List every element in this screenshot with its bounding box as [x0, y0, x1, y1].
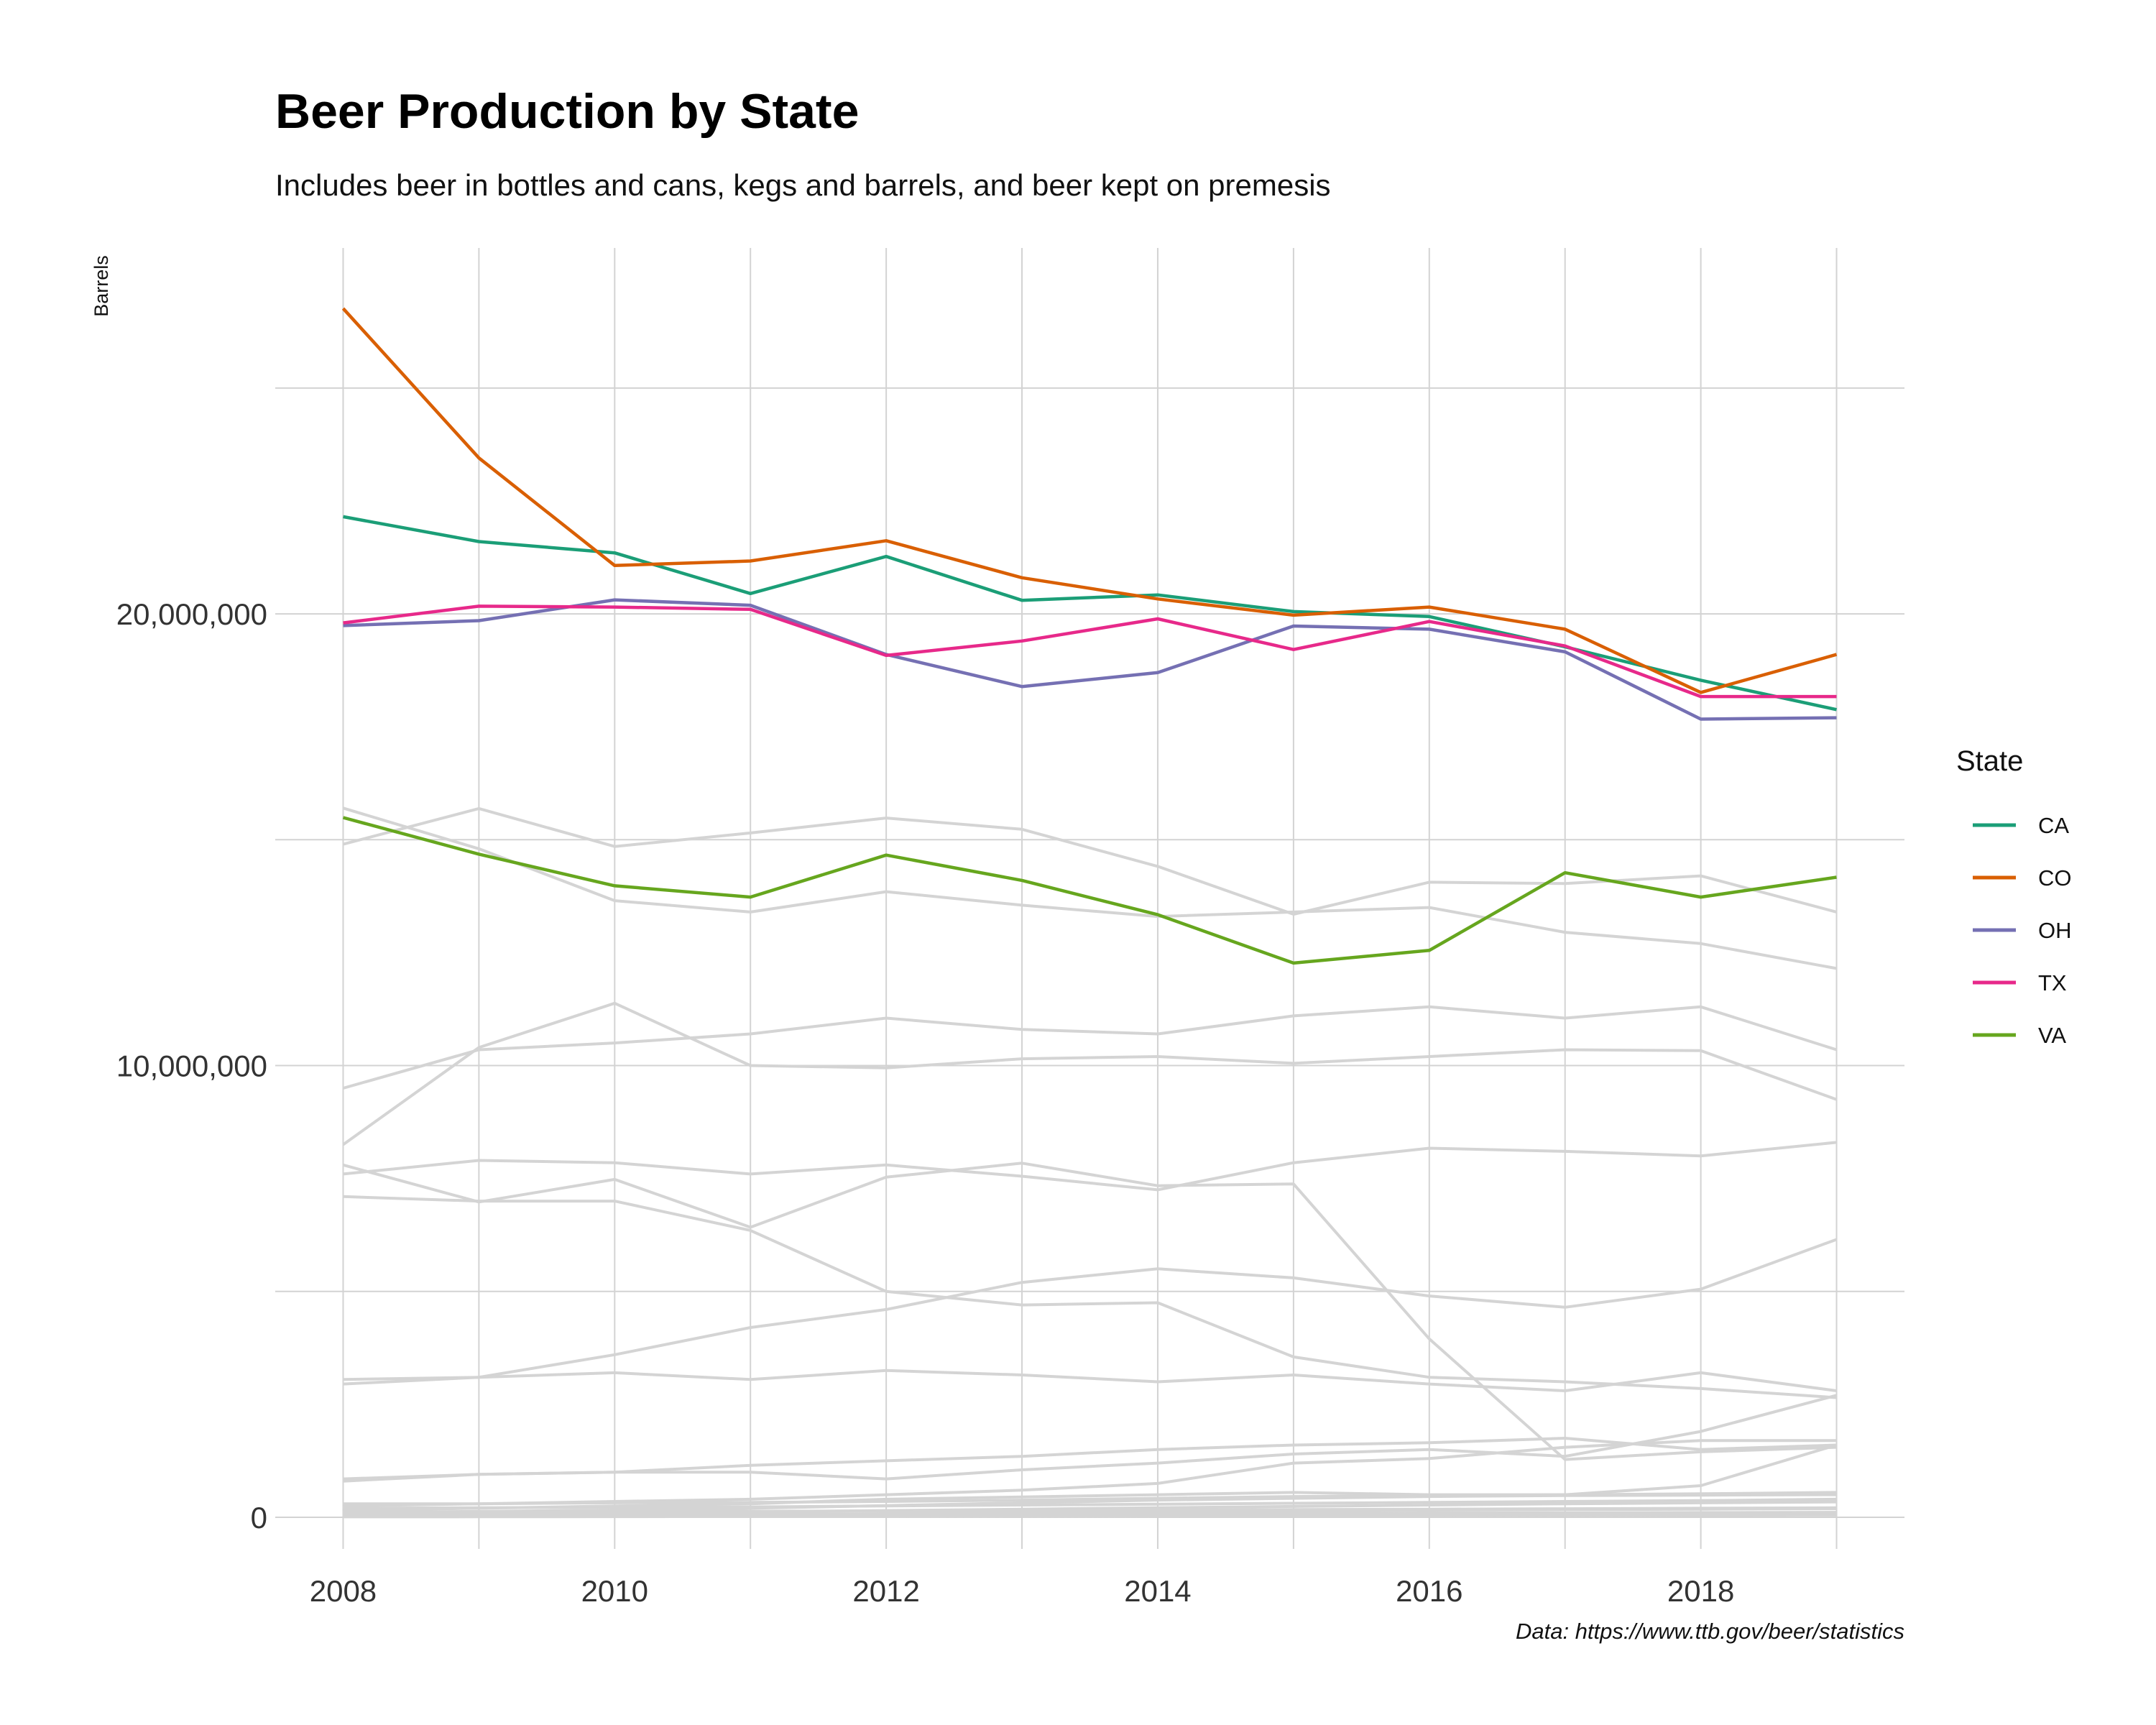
other-state-line [343, 1238, 1838, 1386]
series-line-va [342, 816, 1837, 965]
other-state-line [343, 1368, 1837, 1392]
other-states-lines [342, 806, 1838, 1519]
other-state-line [343, 1511, 1837, 1517]
y-axis-ticks: 0 10,000,000 20,000,000 [116, 597, 267, 1535]
other-state-line [343, 1497, 1837, 1510]
series-line-tx [343, 604, 1837, 699]
legend: State CA CO OH TX VA [1956, 745, 2072, 1048]
series-line-oh [343, 598, 1837, 721]
other-state-line [343, 1394, 1838, 1483]
chart-subtitle: Includes beer in bottles and cans, kegs … [275, 168, 1331, 202]
other-state-line [343, 1141, 1837, 1192]
series-line-co [341, 307, 1838, 694]
legend-label-tx: TX [2038, 970, 2067, 995]
x-tick-label: 2018 [1667, 1574, 1734, 1608]
y-tick-label: 20,000,000 [116, 597, 267, 631]
legend-label-oh: OH [2038, 918, 2072, 943]
y-axis-label: Barrels [91, 255, 112, 317]
legend-label-co: CO [2038, 865, 2072, 891]
series-line-ca [343, 515, 1837, 712]
other-state-line [342, 806, 1837, 970]
highlighted-series-lines [341, 307, 1838, 965]
x-tick-label: 2016 [1396, 1574, 1462, 1608]
x-tick-label: 2008 [310, 1574, 377, 1608]
other-state-line [343, 1195, 1837, 1399]
x-tick-label: 2010 [581, 1574, 648, 1608]
chart-caption: Data: https://www.ttb.gov/beer/statistic… [1516, 1619, 1904, 1644]
x-tick-label: 2014 [1124, 1574, 1191, 1608]
other-state-line [343, 1513, 1837, 1519]
other-state-line [342, 1005, 1838, 1090]
x-tick-label: 2012 [852, 1574, 919, 1608]
legend-title: State [1956, 745, 2023, 777]
y-tick-label: 10,000,000 [116, 1049, 267, 1083]
other-state-line [342, 1001, 1838, 1146]
other-state-line [342, 806, 1838, 916]
other-state-line [343, 1437, 1837, 1481]
other-state-line [342, 1162, 1837, 1461]
x-axis-ticks: 2008 2010 2012 2014 2016 2018 [310, 1574, 1735, 1608]
y-tick-label: 0 [251, 1501, 267, 1535]
legend-label-va: VA [2038, 1023, 2066, 1048]
legend-label-ca: CA [2038, 813, 2069, 838]
chart-title: Beer Production by State [275, 84, 859, 139]
